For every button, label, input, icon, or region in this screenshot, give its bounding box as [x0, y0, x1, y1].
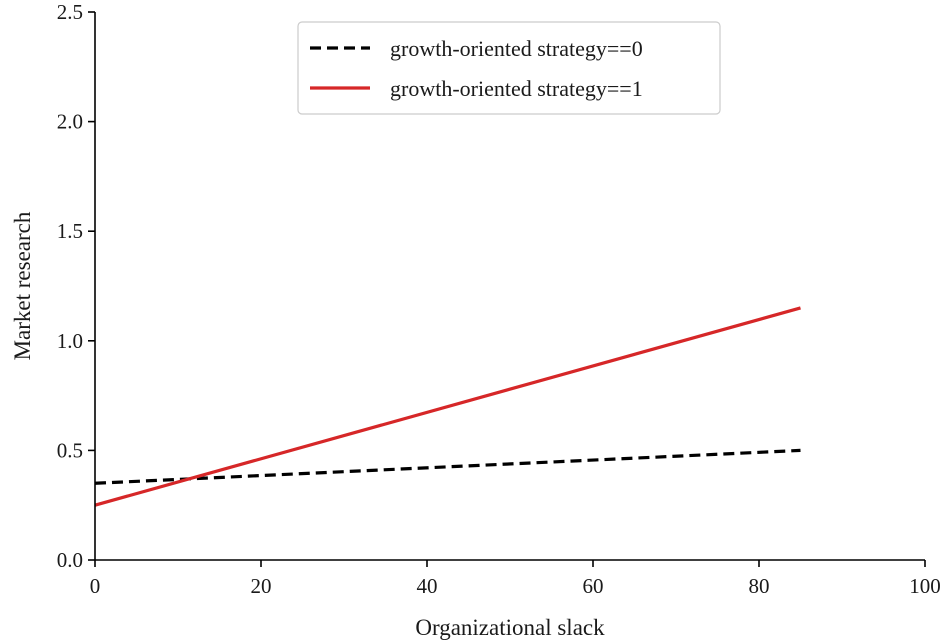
- y-tick-label: 2.0: [57, 110, 83, 134]
- x-tick-label: 100: [909, 574, 941, 598]
- x-tick-label: 60: [583, 574, 604, 598]
- series-line-0: [94, 448, 801, 485]
- x-tick-label: 80: [749, 574, 770, 598]
- x-tick-label: 40: [417, 574, 438, 598]
- series-line-1: [94, 306, 801, 507]
- x-ticks: 0 20 40 60 80 100: [90, 560, 941, 598]
- x-tick-label: 20: [251, 574, 272, 598]
- axes: [94, 12, 925, 561]
- legend-box: [297, 21, 721, 115]
- series-layer: [94, 306, 801, 507]
- y-tick-label: 1.5: [57, 219, 83, 243]
- y-tick-label: 2.5: [57, 0, 83, 24]
- y-axis-title: Market research: [10, 211, 35, 360]
- legend-label: growth-oriented strategy==1: [390, 76, 643, 101]
- y-tick-label: 1.0: [57, 329, 83, 353]
- y-tick-label: 0.5: [57, 438, 83, 462]
- x-axis-title: Organizational slack: [415, 615, 605, 640]
- legend: growth-oriented strategy==0 growth-orient…: [297, 21, 721, 115]
- y-tick-label: 0.0: [57, 548, 83, 572]
- legend-label: growth-oriented strategy==0: [390, 36, 643, 61]
- x-tick-label: 0: [90, 574, 101, 598]
- y-ticks: 0.0 0.5 1.0 1.5 2.0 2.5: [57, 0, 95, 572]
